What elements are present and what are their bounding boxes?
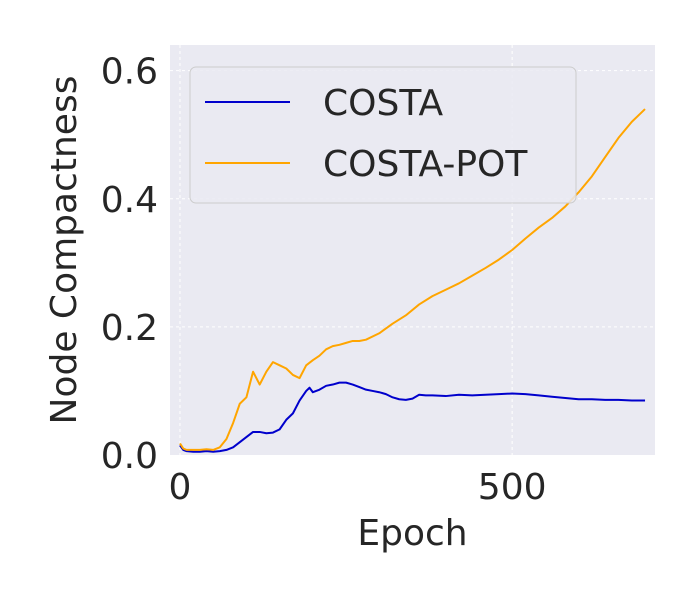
y-tick-label: 0.6 — [101, 52, 158, 93]
series-lines — [179, 108, 646, 453]
y-tick-label: 0.0 — [101, 436, 158, 477]
x-axis-label: Epoch — [357, 513, 467, 554]
series-line-costa-pot — [179, 108, 646, 451]
legend: COSTA COSTA-POT — [189, 66, 577, 204]
y-axis-label: Node Compactness — [44, 76, 85, 425]
y-tick-label: 0.4 — [101, 180, 158, 221]
x-tick-label: 0 — [169, 467, 192, 508]
y-tick-label: 0.2 — [101, 308, 158, 349]
legend-label-costa: COSTA — [323, 83, 444, 124]
series-line-costa — [179, 381, 646, 453]
legend-label-costa-pot: COSTA-POT — [323, 144, 528, 185]
x-tick-label: 500 — [478, 467, 547, 508]
x-axis-ticks: 0 500 — [169, 467, 547, 508]
y-axis-ticks: 0.0 0.2 0.4 0.6 — [101, 52, 158, 477]
